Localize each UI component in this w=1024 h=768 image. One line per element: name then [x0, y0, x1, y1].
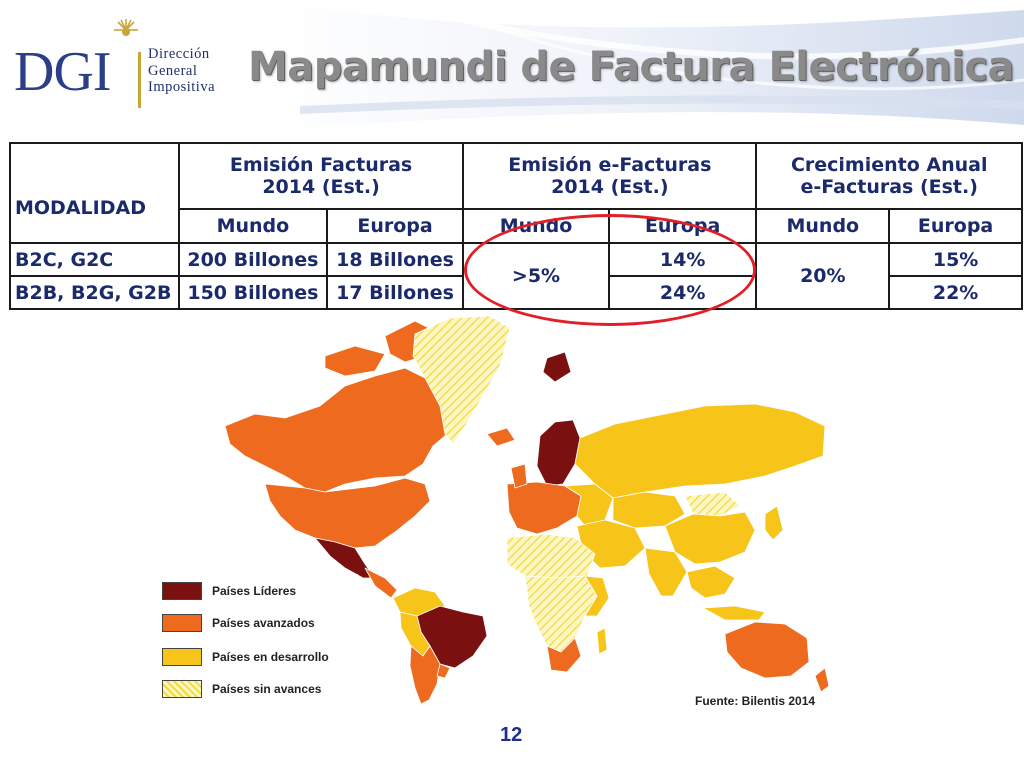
modalidad-header: MODALIDAD	[9, 142, 180, 244]
region-greenland	[412, 315, 511, 445]
cell-ef-europa: 14%	[607, 242, 758, 277]
table-row: B2B, B2G, G2B 150 Billones 17 Billones 2…	[9, 275, 1023, 310]
region-east-africa	[584, 575, 610, 617]
logo-divider	[138, 52, 141, 108]
logo-line-3: Impositiva	[148, 79, 216, 95]
map-legend: Países Líderes Países avanzados Países e…	[158, 574, 358, 708]
subheader-mundo: Mundo	[462, 208, 610, 244]
row-modalidad: B2C, G2C	[9, 242, 180, 277]
cell-ef-europa: 24%	[607, 275, 758, 310]
page-number: 12	[500, 724, 523, 746]
region-central-asia	[612, 491, 686, 529]
region-south-africa	[546, 637, 582, 673]
region-india	[644, 547, 688, 597]
cell-crec-mundo: 20%	[755, 242, 891, 310]
legend-swatch	[162, 582, 202, 600]
region-iceland	[486, 427, 516, 447]
sun-icon	[112, 18, 140, 57]
region-canada	[224, 367, 456, 493]
logo-line-1: Dirección	[148, 46, 210, 62]
region-australia	[724, 621, 810, 679]
region-southern-cone	[409, 645, 441, 705]
subheader-mundo: Mundo	[755, 208, 891, 244]
subheader-mundo: Mundo	[177, 208, 328, 244]
region-svalbard	[542, 351, 572, 383]
logo-text: Dirección General Impositiva	[148, 46, 215, 96]
region-russia	[574, 403, 826, 499]
region-indonesia	[702, 605, 766, 621]
cell-fact-mundo: 150 Billones	[177, 275, 328, 310]
cell-fact-mundo: 200 Billones	[177, 242, 328, 277]
cell-fact-europa: 17 Billones	[325, 275, 465, 310]
region-western-europe	[506, 481, 582, 535]
row-modalidad: B2B, B2G, G2B	[9, 275, 180, 310]
legend-swatch	[162, 680, 202, 698]
region-central-america	[364, 567, 398, 599]
cell-fact-europa: 18 Billones	[325, 242, 465, 277]
logo-line-2: General	[148, 62, 198, 79]
region-usa	[264, 477, 431, 549]
region-scandinavia	[536, 419, 581, 487]
legend-swatch	[162, 648, 202, 666]
subheader-europa: Europa	[607, 208, 758, 244]
cell-crec-europa: 15%	[888, 242, 1023, 277]
cell-ef-mundo: >5%	[462, 242, 610, 310]
group-header-efacturas: Emisión e-Facturas 2014 (Est.)	[462, 142, 758, 210]
region-arctic-islands	[324, 345, 386, 377]
region-new-zealand	[814, 667, 830, 693]
region-china	[664, 511, 756, 565]
subheader-europa: Europa	[325, 208, 465, 244]
legend-swatch	[162, 614, 202, 632]
legend-label: Países en desarrollo	[212, 650, 329, 664]
region-madagascar	[596, 627, 608, 655]
region-uruguay	[436, 663, 451, 679]
subheader-europa: Europa	[888, 208, 1023, 244]
dgi-logo: DGI Dirección General Impositiva	[14, 18, 244, 108]
page-title: Mapamundi de Factura Electrónica	[248, 44, 1015, 90]
table-row: B2C, G2C 200 Billones 18 Billones >5% 14…	[9, 242, 1023, 310]
cell-crec-europa: 22%	[888, 275, 1023, 310]
source-caption: Fuente: Bilentis 2014	[695, 694, 816, 708]
header-background	[0, 0, 1024, 135]
region-se-asia	[686, 565, 736, 599]
region-uk	[510, 463, 528, 489]
statistics-table: MODALIDAD Emisión Facturas 2014 (Est.) E…	[9, 142, 1023, 310]
group-header-crecimiento: Crecimiento Anual e-Facturas (Est.)	[755, 142, 1023, 210]
region-japan	[764, 505, 784, 541]
legend-label: Países sin avances	[212, 682, 322, 696]
world-map	[224, 315, 830, 706]
logo-mark: DGI	[14, 41, 112, 103]
group-header-facturas: Emisión Facturas 2014 (Est.)	[177, 142, 465, 210]
region-mongolia	[684, 491, 741, 517]
legend-label: Países Líderes	[212, 584, 297, 598]
legend-label: Países avanzados	[212, 616, 315, 630]
